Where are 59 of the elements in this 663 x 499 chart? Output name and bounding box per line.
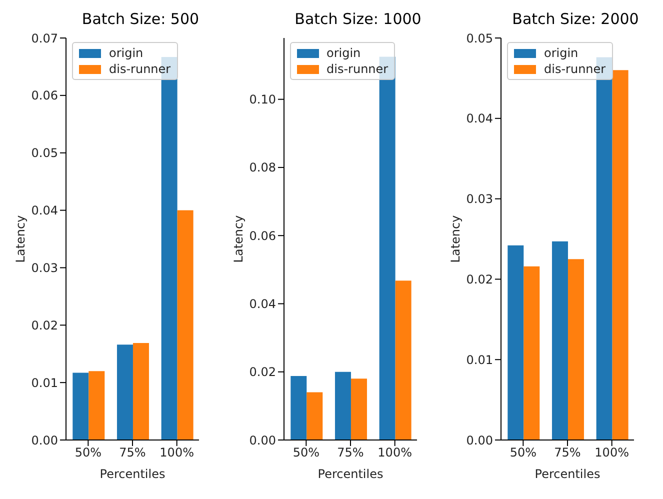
bar: [306, 392, 322, 440]
legend-label: dis-runner: [544, 61, 606, 77]
bar: [552, 241, 568, 440]
chart-title: Batch Size: 500: [80, 9, 200, 30]
legend-label: origin: [109, 45, 144, 61]
chart-title: Batch Size: 1000: [294, 9, 422, 30]
bar: [334, 372, 350, 440]
y-axis-title: Latency: [448, 215, 462, 263]
bar: [350, 378, 366, 440]
x-tick-label: 75%: [119, 446, 146, 460]
y-tick-label: 0.05: [31, 146, 58, 160]
y-tick-label: 0.01: [466, 352, 493, 367]
bar: [508, 245, 524, 440]
legend-label: origin: [326, 45, 361, 61]
x-tick-label: 75%: [336, 446, 364, 460]
y-tick-label: 0.08: [248, 160, 276, 175]
bar: [524, 266, 540, 440]
bar: [88, 371, 105, 440]
y-tick-label: 0.04: [248, 296, 276, 311]
y-axis-title: Latency: [230, 215, 245, 263]
y-tick-label: 0.00: [248, 433, 276, 448]
bar: [132, 342, 149, 440]
bar: [116, 344, 133, 440]
legend-label: dis-runner: [109, 61, 171, 77]
x-tick-label: 50%: [292, 446, 320, 460]
x-tick-label: 100%: [377, 446, 412, 460]
y-tick-label: 0.04: [466, 112, 493, 126]
y-tick-label: 0.02: [31, 318, 58, 332]
y-tick-label: 0.07: [31, 31, 58, 46]
bar: [612, 70, 628, 440]
bar: [394, 280, 411, 440]
y-tick-label: 0.06: [31, 88, 58, 103]
x-axis-title: Percentiles: [317, 467, 383, 481]
bar: [177, 210, 194, 440]
bar: [72, 372, 89, 440]
y-tick-label: 0.00: [466, 433, 493, 448]
y-tick-label: 0.05: [466, 31, 493, 46]
x-tick-label: 50%: [510, 446, 537, 460]
legend-label: origin: [544, 45, 578, 61]
bar: [290, 376, 306, 440]
y-tick-label: 0.06: [248, 228, 276, 243]
y-axis-title: Latency: [13, 215, 28, 263]
x-axis-title: Percentiles: [100, 467, 166, 481]
y-tick-label: 0.04: [31, 204, 58, 218]
x-axis-title: Percentiles: [534, 467, 600, 481]
y-tick-label: 0.03: [466, 192, 493, 206]
chart-title: Batch Size: 2000: [511, 9, 640, 30]
x-tick-label: 100%: [594, 446, 629, 460]
y-tick-label: 0.02: [466, 272, 493, 286]
y-tick-label: 0.03: [31, 260, 58, 275]
x-tick-label: 100%: [160, 446, 194, 460]
legend-label: dis-runner: [326, 61, 388, 77]
y-tick-label: 0.10: [248, 92, 276, 107]
y-tick-label: 0.02: [248, 365, 276, 380]
bar: [568, 259, 584, 440]
x-tick-label: 50%: [74, 446, 102, 460]
y-tick-label: 0.01: [31, 376, 58, 390]
y-tick-label: 0.00: [31, 433, 58, 448]
x-tick-label: 75%: [554, 446, 581, 460]
